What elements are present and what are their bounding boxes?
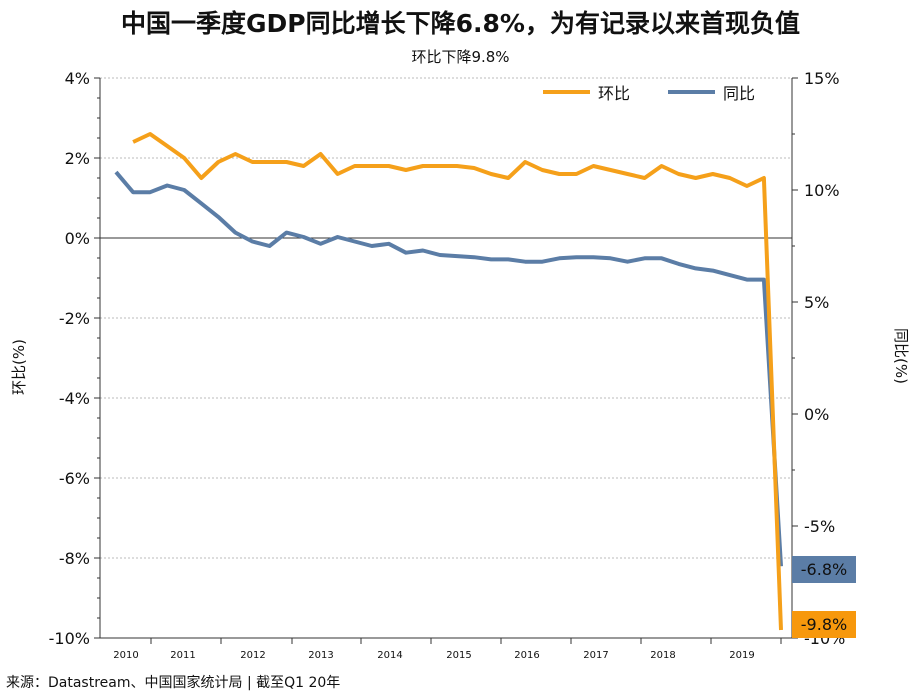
x-tick-label: 2012 bbox=[240, 650, 265, 661]
right-tick-label: 0% bbox=[804, 405, 829, 424]
chart-title: 中国一季度GDP同比增长下降6.8%，为有记录以来首现负值 bbox=[121, 9, 800, 38]
x-tick-label: 2015 bbox=[446, 650, 471, 661]
x-tick-label: 2016 bbox=[514, 650, 539, 661]
right-tick-label: 15% bbox=[804, 69, 840, 88]
x-tick-label: 2010 bbox=[113, 650, 138, 661]
left-tick-label: -4% bbox=[59, 389, 90, 408]
left-tick-label: -2% bbox=[59, 309, 90, 328]
x-tick-label: 2018 bbox=[650, 650, 675, 661]
chart-subtitle: 环比下降9.8% bbox=[411, 48, 510, 66]
x-tick-label: 2014 bbox=[377, 650, 402, 661]
yoy-latest-badge: -6.8% bbox=[792, 556, 856, 583]
left-tick-label: 0% bbox=[65, 229, 90, 248]
left-tick-label: -10% bbox=[49, 629, 90, 648]
left-tick-label: 2% bbox=[65, 149, 90, 168]
legend-qoq-label: 环比 bbox=[598, 84, 630, 103]
right-tick-label: -5% bbox=[804, 517, 835, 536]
right-tick-label: 5% bbox=[804, 293, 829, 312]
qoq-latest-badge: -9.8% bbox=[792, 611, 856, 638]
x-tick-label: 2019 bbox=[729, 650, 754, 661]
x-tick-label: 2017 bbox=[583, 650, 608, 661]
right-tick-label: 10% bbox=[804, 181, 840, 200]
legend-yoy-label: 同比 bbox=[723, 84, 755, 103]
x-tick-label: 2013 bbox=[308, 650, 333, 661]
yoy-series-line bbox=[114, 170, 783, 567]
x-tick-label: 2011 bbox=[170, 650, 195, 661]
left-tick-label: 4% bbox=[65, 69, 90, 88]
source-note: 来源：Datastream、中国国家统计局 | 截至Q1 20年 bbox=[6, 675, 341, 691]
left-tick-label: -8% bbox=[59, 549, 90, 568]
qoq-series-line bbox=[132, 132, 783, 631]
left-tick-label: -6% bbox=[59, 469, 90, 488]
